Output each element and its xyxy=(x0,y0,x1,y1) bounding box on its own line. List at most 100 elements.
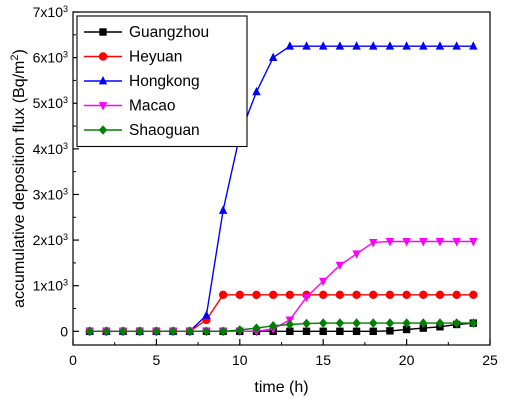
legend-label: Guangzhou xyxy=(129,24,209,41)
data-point-heyuan xyxy=(369,290,378,300)
data-point-hongkong xyxy=(252,86,261,96)
x-tick-label: 5 xyxy=(153,352,161,368)
legend: Guangzhou Heyuan Hongkong Macao Shaoguan xyxy=(76,15,248,148)
data-point-guangzhou xyxy=(302,327,311,336)
legend-item-hongkong: Hongkong xyxy=(84,73,200,90)
data-point-guangzhou xyxy=(369,327,377,336)
data-point-shaoguan xyxy=(319,318,328,328)
data-point-hongkong xyxy=(335,41,345,50)
data-point-guangzhou xyxy=(336,327,344,336)
series-guangzhou xyxy=(85,319,478,336)
y-tick-label: 4x103 xyxy=(33,141,68,157)
data-point-hongkong xyxy=(218,205,228,214)
legend-marker xyxy=(98,76,108,85)
data-point-shaoguan xyxy=(235,325,244,335)
data-point-macao xyxy=(369,238,378,248)
legend-marker xyxy=(98,125,108,135)
data-point-shaoguan xyxy=(419,318,428,328)
legend-marker xyxy=(98,52,108,61)
data-point-macao xyxy=(302,293,311,303)
series-line-macao xyxy=(89,240,474,332)
data-point-hongkong xyxy=(352,41,361,50)
data-point-shaoguan xyxy=(369,318,378,328)
data-point-shaoguan xyxy=(168,326,178,337)
data-point-heyuan xyxy=(385,290,395,300)
data-point-macao xyxy=(335,261,345,271)
x-tick-label: 15 xyxy=(315,352,331,368)
legend-label: Macao xyxy=(129,98,176,115)
data-point-hongkong xyxy=(319,41,328,50)
series-shaoguan xyxy=(85,318,478,337)
data-point-guangzhou xyxy=(286,327,294,336)
data-point-heyuan xyxy=(469,290,478,300)
data-point-macao xyxy=(352,250,361,259)
y-axis-label: accumulative deposition flux (Bq/m2) xyxy=(9,49,28,308)
y-tick-label: 5x103 xyxy=(33,95,68,111)
data-point-shaoguan xyxy=(102,326,111,337)
data-point-guangzhou xyxy=(319,327,327,336)
data-point-shaoguan xyxy=(185,326,194,337)
y-tick-label: 2x103 xyxy=(33,232,68,248)
data-point-heyuan xyxy=(285,290,295,300)
data-point-guangzhou xyxy=(352,327,361,336)
y-tick-label: 0 xyxy=(60,323,68,339)
data-point-shaoguan xyxy=(85,326,94,337)
y-tick-label: 6x103 xyxy=(33,50,68,66)
data-point-heyuan xyxy=(218,290,228,300)
data-point-shaoguan xyxy=(352,318,361,328)
y-axis-label-sup: 2 xyxy=(9,54,21,60)
data-point-shaoguan xyxy=(218,326,228,337)
data-point-hongkong xyxy=(385,41,395,50)
data-point-hongkong xyxy=(402,41,411,50)
y-tick-label: 1x103 xyxy=(33,278,68,294)
data-point-hongkong xyxy=(369,41,378,50)
y-tick-label: 3x103 xyxy=(33,186,68,202)
legend-marker xyxy=(98,102,108,111)
data-point-heyuan xyxy=(268,290,278,300)
y-axis-label-main: accumulative deposition flux (Bq/m xyxy=(11,61,28,308)
data-point-macao xyxy=(385,238,395,247)
x-tick-label: 0 xyxy=(69,352,77,368)
data-point-shaoguan xyxy=(302,318,311,329)
data-point-macao xyxy=(469,238,478,247)
legend-label: Hongkong xyxy=(129,73,200,90)
data-point-heyuan xyxy=(235,290,244,300)
data-point-hongkong xyxy=(435,41,445,50)
x-tick-label: 20 xyxy=(399,352,415,368)
legend-item-guangzhou: Guangzhou xyxy=(84,24,209,41)
data-point-guangzhou xyxy=(402,325,411,334)
series-macao xyxy=(85,238,478,337)
x-axis: 0 5 10 15 20 25 xyxy=(69,339,498,368)
x-tick-label: 25 xyxy=(482,352,498,368)
data-point-hongkong xyxy=(452,41,461,50)
data-point-macao xyxy=(419,238,428,247)
legend-item-heyuan: Heyuan xyxy=(84,49,182,66)
data-point-macao xyxy=(452,238,461,247)
x-tick-label: 10 xyxy=(232,352,248,368)
series-layer xyxy=(85,41,478,337)
data-point-heyuan xyxy=(452,290,461,300)
data-point-shaoguan xyxy=(469,318,478,328)
data-point-hongkong xyxy=(285,41,295,50)
data-point-hongkong xyxy=(469,41,478,50)
x-axis-label: time (h) xyxy=(254,379,308,396)
data-point-shaoguan xyxy=(452,318,461,328)
data-point-shaoguan xyxy=(335,318,345,328)
data-point-shaoguan xyxy=(435,318,445,328)
data-point-shaoguan xyxy=(118,326,128,337)
legend-item-shaoguan: Shaoguan xyxy=(84,122,200,139)
data-point-shaoguan xyxy=(202,326,211,337)
data-point-guangzhou xyxy=(419,324,427,332)
data-point-heyuan xyxy=(252,290,261,300)
data-point-heyuan xyxy=(352,290,361,300)
data-point-shaoguan xyxy=(385,318,395,328)
data-point-shaoguan xyxy=(152,326,161,337)
data-point-hongkong xyxy=(302,41,311,50)
legend-label: Shaoguan xyxy=(129,122,200,139)
data-point-hongkong xyxy=(419,41,428,50)
data-point-shaoguan xyxy=(252,323,261,333)
data-point-macao xyxy=(435,238,445,247)
y-tick-label: 7x103 xyxy=(33,4,68,20)
legend-marker xyxy=(99,28,107,36)
